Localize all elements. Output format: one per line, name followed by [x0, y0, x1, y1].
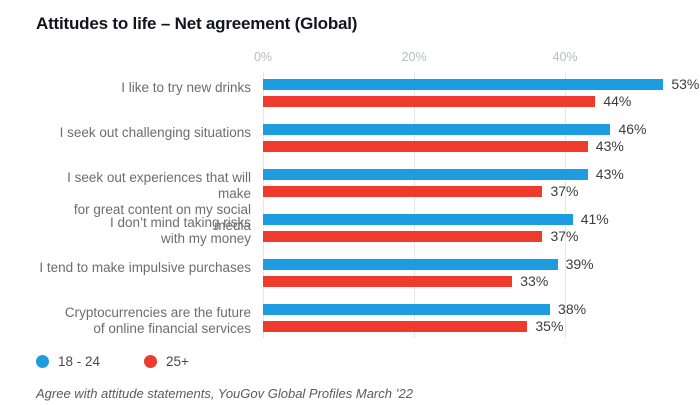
bar-25plus	[263, 231, 543, 242]
bar-line: 39%	[263, 256, 686, 272]
bar-18-24	[263, 259, 558, 270]
chart-row: I tend to make impulsive purchases 39% 33…	[36, 252, 686, 297]
bar-group: 38% 35%	[263, 297, 686, 342]
category-label: I seek out challenging situations	[59, 125, 251, 140]
bar-25plus	[263, 141, 588, 152]
bar-line: 44%	[263, 93, 686, 109]
category-label: I don’t mind taking risks with my money	[109, 215, 251, 246]
legend-label: 25+	[166, 353, 189, 369]
page-title: Attitudes to life – Net agreement (Globa…	[36, 14, 358, 33]
bar-group: 46% 43%	[263, 117, 686, 162]
bar-25plus	[263, 96, 596, 107]
legend-label: 18 - 24	[58, 353, 101, 369]
value-label: 37%	[550, 183, 579, 199]
legend-dot-icon	[144, 354, 158, 368]
bar-line: 43%	[263, 166, 686, 182]
bar-line: 53%	[263, 77, 699, 91]
value-label: 44%	[603, 93, 632, 109]
bar-18-24	[263, 304, 551, 315]
axis-labels: 0% 20% 40%	[254, 46, 686, 72]
value-label: 43%	[595, 166, 624, 182]
bar-group: 53% 44%	[263, 72, 699, 117]
value-label: 43%	[595, 138, 624, 154]
value-label: 39%	[565, 256, 594, 272]
bar-25plus	[263, 186, 543, 197]
plot-rows: I like to try new drinks 53% 44% I seek o…	[36, 72, 699, 342]
category-label: I tend to make impulsive purchases	[39, 260, 251, 275]
axis-tick-label: 20%	[401, 50, 427, 64]
value-label: 53%	[671, 76, 700, 92]
chart-row: Cryptocurrencies are the future of online…	[36, 297, 686, 342]
bar-line: 33%	[263, 273, 686, 289]
bar-line: 41%	[263, 211, 686, 227]
bar-18-24	[263, 79, 664, 90]
legend-item: 25+	[144, 354, 189, 369]
category-label: Cryptocurrencies are the future of online…	[64, 305, 251, 336]
chart-row: I don’t mind taking risks with my money 4…	[36, 207, 686, 252]
bar-chart: 0% 20% 40% I like to try new drinks 53% 44%…	[36, 38, 699, 342]
chart-row: I seek out challenging situations 46% 43%	[36, 117, 686, 162]
value-label: 41%	[580, 211, 609, 227]
chart-body: I like to try new drinks 53% 44% I seek o…	[36, 72, 699, 342]
value-label: 37%	[550, 228, 579, 244]
value-label: 46%	[618, 121, 647, 137]
legend-dot-icon	[36, 354, 49, 368]
bar-25plus	[263, 321, 528, 332]
category-label: I like to try new drinks	[121, 80, 251, 95]
value-label: 33%	[520, 273, 549, 289]
bar-25plus	[263, 276, 513, 287]
axis-tick-label: 0%	[253, 50, 273, 64]
axis-row: 0% 20% 40%	[36, 46, 686, 72]
source-note: Agree with attitude statements, YouGov G…	[36, 386, 413, 401]
bar-group: 39% 33%	[263, 252, 686, 297]
value-label: 38%	[558, 301, 587, 317]
bar-group: 43% 37%	[263, 162, 686, 207]
category-label: I seek out experiences that will make for…	[67, 170, 251, 233]
chart-row: I seek out experiences that will make for…	[36, 162, 686, 233]
bar-18-24	[263, 124, 611, 135]
bar-line: 37%	[263, 183, 686, 199]
chart-row: I like to try new drinks 53% 44%	[36, 72, 699, 117]
axis-spacer	[36, 46, 263, 72]
bar-18-24	[263, 169, 588, 180]
bar-group: 41% 37%	[263, 207, 686, 252]
value-label: 35%	[535, 318, 564, 334]
axis-tick-label: 40%	[552, 50, 578, 64]
bar-line: 37%	[263, 228, 686, 244]
legend-item: 18 - 24	[36, 354, 100, 369]
bar-line: 38%	[263, 301, 686, 317]
chart-legend: 18 - 24 25+	[36, 352, 686, 370]
bar-line: 35%	[263, 318, 686, 334]
bar-line: 43%	[263, 138, 686, 154]
bar-18-24	[263, 214, 573, 225]
bar-line: 46%	[263, 121, 686, 137]
